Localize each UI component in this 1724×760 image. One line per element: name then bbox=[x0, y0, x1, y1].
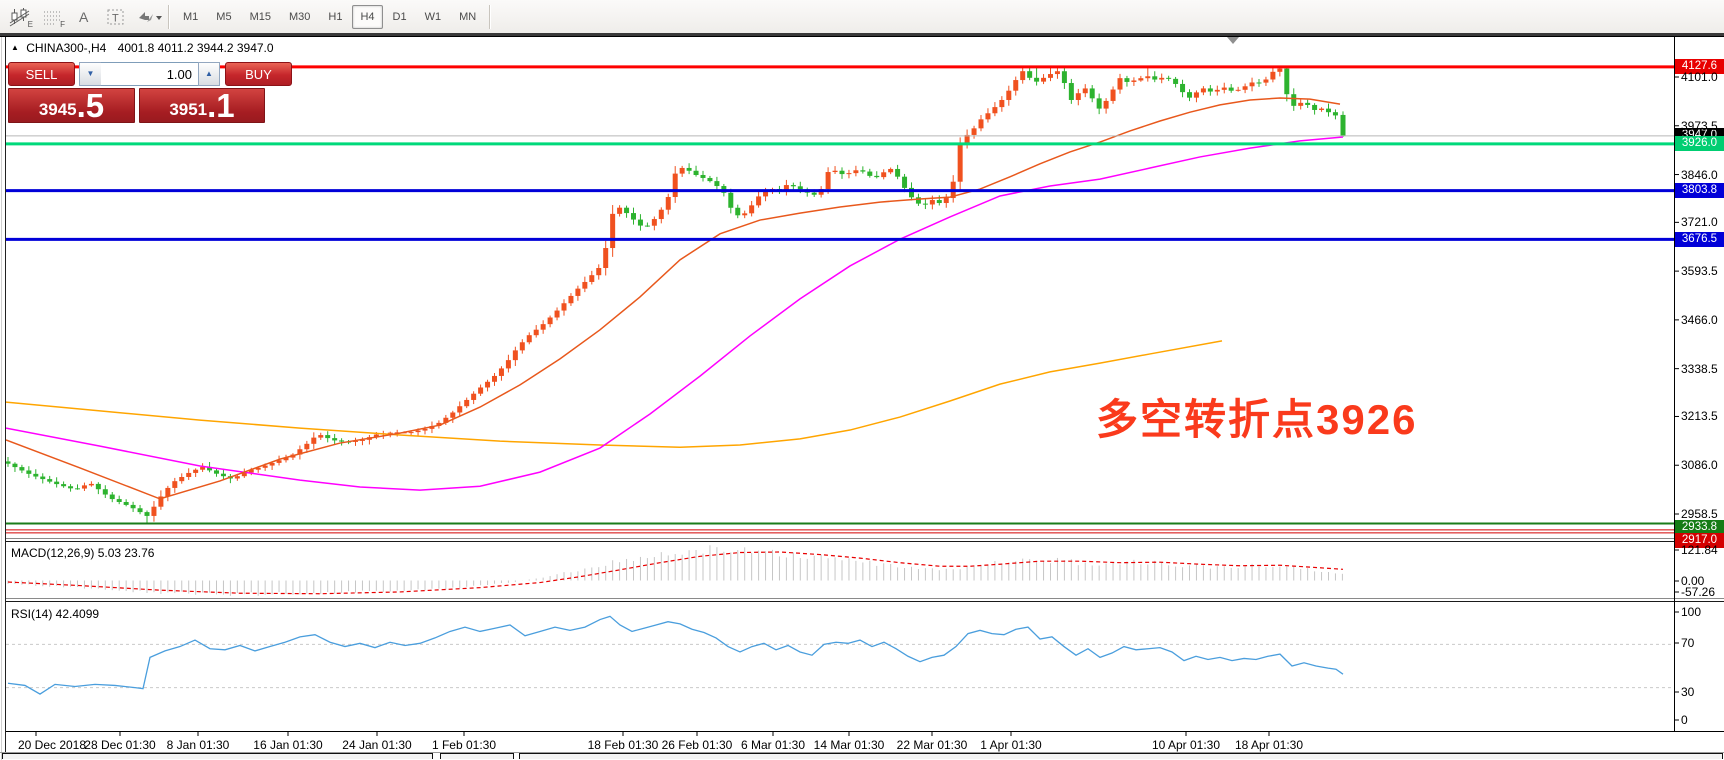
buy-price-fraction: .1 bbox=[207, 87, 235, 124]
letter-a-icon[interactable]: A bbox=[69, 4, 99, 30]
macd-scale-label: -57.26 bbox=[1681, 585, 1716, 599]
volume-input[interactable] bbox=[101, 62, 198, 86]
svg-text:T: T bbox=[112, 12, 119, 24]
price-tick-label: 3721.0 bbox=[1681, 215, 1718, 230]
price-tick-label: 3593.5 bbox=[1681, 264, 1718, 279]
timeframe-button-m1[interactable]: M1 bbox=[183, 10, 199, 23]
price-tick-label: 3338.5 bbox=[1681, 361, 1718, 376]
chart-window-left-border bbox=[5, 36, 6, 755]
price-level-label: 2933.8 bbox=[1675, 519, 1724, 535]
timeframe-button-m15[interactable]: M15 bbox=[249, 10, 271, 23]
lower-window-edge bbox=[2, 753, 433, 759]
candles-layer bbox=[6, 66, 1346, 524]
rsi-pane[interactable] bbox=[6, 615, 1674, 695]
price-tick-label: 3846.0 bbox=[1681, 167, 1718, 182]
timeframe-group: M1 M5 M15 M30 H1 H4 D1 W1 MN bbox=[174, 4, 485, 29]
time-axis-label: 1 Apr 01:30 bbox=[980, 738, 1042, 752]
price-level-label: 4127.6 bbox=[1675, 59, 1724, 75]
time-axis-label: 1 Feb 01:30 bbox=[431, 738, 497, 752]
timeframe-button-w1[interactable]: W1 bbox=[424, 10, 442, 23]
volume-increase-button[interactable]: ▲ bbox=[198, 62, 220, 86]
time-axis-label: 24 Jan 01:30 bbox=[342, 738, 412, 752]
macd-pane[interactable] bbox=[7, 545, 1344, 596]
symbol-period: CHINA300-,H4 bbox=[26, 41, 107, 55]
symbol-collapse-icon[interactable]: ▲ bbox=[11, 43, 19, 52]
chart-window-top-border bbox=[0, 33, 1724, 36]
lower-window-edge bbox=[519, 753, 1723, 759]
chart-window-left-border bbox=[1, 36, 2, 760]
timeframe-button-h4[interactable]: H4 bbox=[352, 4, 383, 29]
timeframe-button-h1[interactable]: H1 bbox=[328, 10, 343, 23]
time-axis-label: 6 Mar 01:30 bbox=[740, 738, 806, 752]
price-tick-label: 3973.5 bbox=[1681, 118, 1718, 133]
rsi-indicator-label: RSI(14) 42.4099 bbox=[11, 607, 100, 621]
price-level-label: 3926.0 bbox=[1675, 136, 1724, 152]
chart-title: ▲ CHINA300-,H4 4001.8 4011.2 3944.2 3947… bbox=[11, 41, 274, 55]
one-click-trading-panel: SELL ▼ ▲ BUY 3945 .5 3951 .1 bbox=[8, 62, 294, 123]
timeframe-button-mn[interactable]: MN bbox=[459, 10, 477, 23]
price-tick-label: 3086.0 bbox=[1681, 458, 1718, 473]
buy-button[interactable]: BUY bbox=[225, 62, 292, 86]
time-axis-label: 22 Mar 01:30 bbox=[896, 738, 968, 752]
sell-price-main: 3945 bbox=[38, 100, 77, 119]
rsi-scale-label: 0 bbox=[1681, 713, 1688, 727]
ohlc-values: 4001.8 4011.2 3944.2 3947.0 bbox=[117, 41, 274, 55]
buy-price-box[interactable]: 3951 .1 bbox=[139, 88, 265, 123]
toolbar-separator bbox=[168, 4, 170, 29]
rsi-scale-label: 30 bbox=[1681, 685, 1695, 699]
time-axis-label: 14 Mar 01:30 bbox=[813, 738, 885, 752]
price-tick-label: 3466.0 bbox=[1681, 312, 1718, 327]
price-tick-label: 2958.5 bbox=[1681, 507, 1718, 521]
timeframe-button-m30[interactable]: M30 bbox=[288, 10, 311, 23]
time-axis-label: 18 Feb 01:30 bbox=[587, 738, 659, 752]
sell-price-box[interactable]: 3945 .5 bbox=[8, 88, 135, 123]
time-axis-label: 8 Jan 01:30 bbox=[166, 738, 230, 752]
macd-scale-label: 0.00 bbox=[1681, 574, 1705, 588]
price-level-label: 3803.8 bbox=[1675, 183, 1724, 199]
rsi-scale-label: 100 bbox=[1681, 605, 1702, 619]
time-axis-label: 28 Dec 01:30 bbox=[84, 738, 156, 752]
sell-button[interactable]: SELL bbox=[8, 62, 75, 86]
chart-annotation-text: 多空转折点3926 bbox=[1096, 396, 1418, 443]
macd-indicator-label: MACD(12,26,9) 5.03 23.76 bbox=[11, 546, 155, 560]
scroll-marker-icon[interactable] bbox=[1227, 37, 1239, 44]
timeframe-button-m5[interactable]: M5 bbox=[216, 10, 232, 23]
timeframe-button-d1[interactable]: D1 bbox=[392, 10, 407, 23]
lower-window-edge bbox=[440, 753, 514, 759]
time-axis-label: 10 Apr 01:30 bbox=[1151, 738, 1221, 752]
price-tick-label: 3213.5 bbox=[1681, 409, 1718, 424]
time-axis-label: 16 Jan 01:30 bbox=[253, 738, 323, 752]
rsi-scale-label: 70 bbox=[1681, 636, 1695, 650]
price-tick-label: 4101.0 bbox=[1681, 70, 1718, 84]
price-level-label: 3676.5 bbox=[1675, 231, 1724, 247]
style-arrows-icon[interactable] bbox=[133, 4, 163, 30]
textbox-icon[interactable]: T bbox=[101, 4, 131, 30]
grid-icon[interactable]: F bbox=[44, 11, 65, 29]
price-level-label: 2917.0 bbox=[1675, 533, 1724, 549]
sell-price-fraction: .5 bbox=[76, 87, 105, 124]
macd-scale-label: 121.84 bbox=[1681, 543, 1718, 557]
buy-price-main: 3951 bbox=[169, 100, 208, 119]
price-pane[interactable] bbox=[6, 65, 1675, 534]
chart-candles-icon[interactable]: E bbox=[5, 4, 35, 30]
volume-decrease-button[interactable]: ▼ bbox=[79, 62, 101, 86]
svg-text:A: A bbox=[79, 9, 89, 25]
time-axis-label: 18 Apr 01:30 bbox=[1234, 738, 1304, 752]
time-axis-label: 20 Dec 2018 bbox=[17, 738, 87, 752]
time-axis-label: 26 Feb 01:30 bbox=[661, 738, 733, 752]
toolbar-separator bbox=[489, 4, 492, 29]
